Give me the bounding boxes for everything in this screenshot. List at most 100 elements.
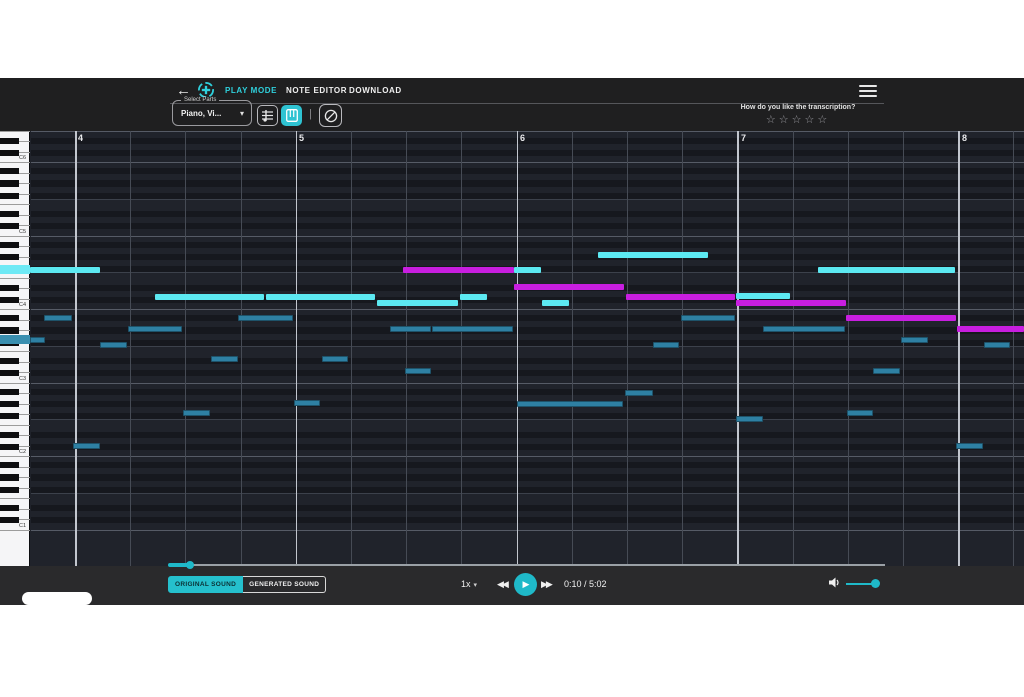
generated-sound-button[interactable]: GENERATED SOUND	[243, 576, 327, 593]
piano-keyboard[interactable]: C6 C5 C4 C3 C2 C1	[0, 131, 30, 566]
black-key[interactable]	[0, 192, 19, 199]
black-key[interactable]	[0, 474, 19, 481]
forward-button[interactable]: ▶▶	[541, 579, 553, 589]
black-key[interactable]	[0, 413, 19, 420]
black-key[interactable]	[0, 315, 19, 322]
menu-icon[interactable]	[859, 85, 877, 97]
black-key[interactable]	[0, 149, 19, 156]
volume-slider-track[interactable]	[846, 583, 876, 585]
volume-slider-thumb[interactable]	[871, 579, 880, 588]
star-icon[interactable]: ☆	[817, 114, 831, 126]
keyboard-octave[interactable]: C5	[0, 162, 30, 237]
sound-toggle-group: ORIGINAL SOUND GENERATED SOUND	[168, 576, 327, 593]
midi-note-teal	[517, 401, 623, 407]
black-key[interactable]	[0, 211, 19, 218]
black-key[interactable]	[0, 486, 19, 493]
playback-speed-dropdown[interactable]: 1x ▾	[461, 579, 477, 589]
seek-bar-track[interactable]	[190, 564, 885, 566]
highlighted-key-cyan[interactable]	[0, 265, 30, 274]
black-key[interactable]	[0, 284, 19, 291]
keyboard-scroll-pill[interactable]	[22, 592, 92, 605]
star-icon[interactable]: ☆	[778, 114, 792, 126]
star-icon[interactable]: ☆	[804, 114, 818, 126]
play-button[interactable]: ▶	[514, 573, 537, 596]
octave-label: C5	[19, 228, 27, 235]
grid-stripe	[31, 223, 1024, 230]
f-gridline	[31, 345, 1024, 347]
measure-gridline	[737, 131, 739, 566]
keyboard-octave[interactable]: C6	[0, 131, 30, 163]
black-key[interactable]	[0, 358, 19, 365]
black-key[interactable]	[0, 223, 19, 230]
chevron-down-icon: ▾	[473, 582, 478, 589]
white-key-divider	[0, 351, 30, 352]
tab-download[interactable]: DOWNLOAD	[349, 86, 402, 95]
midi-note-teal	[681, 315, 735, 321]
transport-bar: ORIGINAL SOUND GENERATED SOUND 1x ▾ ◀◀ ▶ …	[0, 561, 1024, 605]
black-key[interactable]	[0, 431, 19, 438]
chevron-down-icon: ▾	[239, 109, 244, 118]
midi-note-cyan	[460, 294, 487, 300]
seek-bar-progress[interactable]	[168, 563, 190, 567]
midi-note-teal	[432, 326, 513, 332]
midi-note-teal	[956, 443, 983, 449]
circle-slash-button[interactable]	[319, 104, 342, 127]
octave-gridline	[31, 456, 1024, 457]
black-key[interactable]	[0, 137, 19, 144]
highlighted-key-teal[interactable]	[0, 335, 30, 344]
black-key[interactable]	[0, 370, 19, 377]
note-grid[interactable]: 4 5 6 7 8	[30, 131, 1024, 566]
midi-note-magenta	[957, 326, 1024, 332]
octave-label: C6	[19, 155, 27, 161]
piano-roll-view-button[interactable]	[281, 105, 302, 126]
star-icon[interactable]: ☆	[791, 114, 805, 126]
volume-icon[interactable]	[828, 576, 841, 589]
rewind-button[interactable]: ◀◀	[497, 579, 509, 589]
white-key-divider	[0, 529, 30, 531]
f-gridline	[31, 198, 1024, 200]
select-parts-value: Piano, Vi...	[181, 109, 222, 118]
keyboard-octave[interactable]: C1	[0, 456, 30, 531]
beat-gridline	[571, 131, 573, 566]
white-key-divider	[0, 456, 30, 457]
seek-bar-thumb[interactable]	[186, 561, 194, 569]
black-key[interactable]	[0, 327, 19, 334]
keyboard-octave[interactable]: C3	[0, 309, 30, 384]
grid-stripe	[31, 253, 1024, 260]
midi-note-teal	[847, 410, 873, 416]
black-key[interactable]	[0, 462, 19, 469]
toolbar-separator: |	[309, 108, 312, 120]
black-key[interactable]	[0, 180, 19, 187]
black-key[interactable]	[0, 505, 19, 512]
black-key[interactable]	[0, 253, 19, 261]
midi-note-teal	[390, 326, 431, 332]
star-rating[interactable]: ☆☆☆☆☆	[718, 113, 878, 126]
tab-play-mode[interactable]: PLAY MODE	[225, 86, 278, 95]
grid-stripe	[31, 462, 1024, 469]
midi-note-magenta	[514, 284, 624, 290]
black-key[interactable]	[0, 388, 19, 395]
back-button[interactable]: ←	[176, 82, 191, 99]
sheet-music-view-button[interactable]	[257, 105, 278, 126]
midi-note-cyan	[514, 267, 541, 273]
white-key-divider	[0, 309, 30, 310]
black-key[interactable]	[0, 241, 19, 248]
octave-label: C1	[19, 522, 27, 529]
keyboard-octave[interactable]: C2	[0, 382, 30, 457]
beat-gridline	[682, 131, 684, 566]
grid-stripe	[31, 413, 1024, 420]
black-key[interactable]	[0, 168, 19, 175]
tab-note-editor[interactable]: NOTE EDITOR	[286, 86, 348, 95]
beat-gridline	[903, 131, 904, 566]
select-parts-dropdown[interactable]: Select Parts Piano, Vi... ▾	[172, 97, 252, 126]
white-key-divider	[0, 382, 30, 384]
black-key[interactable]	[0, 296, 19, 303]
black-key[interactable]	[0, 400, 19, 408]
midi-note-teal	[128, 326, 182, 332]
grid-stripe	[31, 370, 1024, 377]
black-key[interactable]	[0, 517, 19, 524]
measure-number: 8	[962, 133, 968, 143]
black-key[interactable]	[0, 443, 19, 450]
star-icon[interactable]: ☆	[765, 114, 779, 126]
original-sound-button[interactable]: ORIGINAL SOUND	[168, 576, 244, 593]
